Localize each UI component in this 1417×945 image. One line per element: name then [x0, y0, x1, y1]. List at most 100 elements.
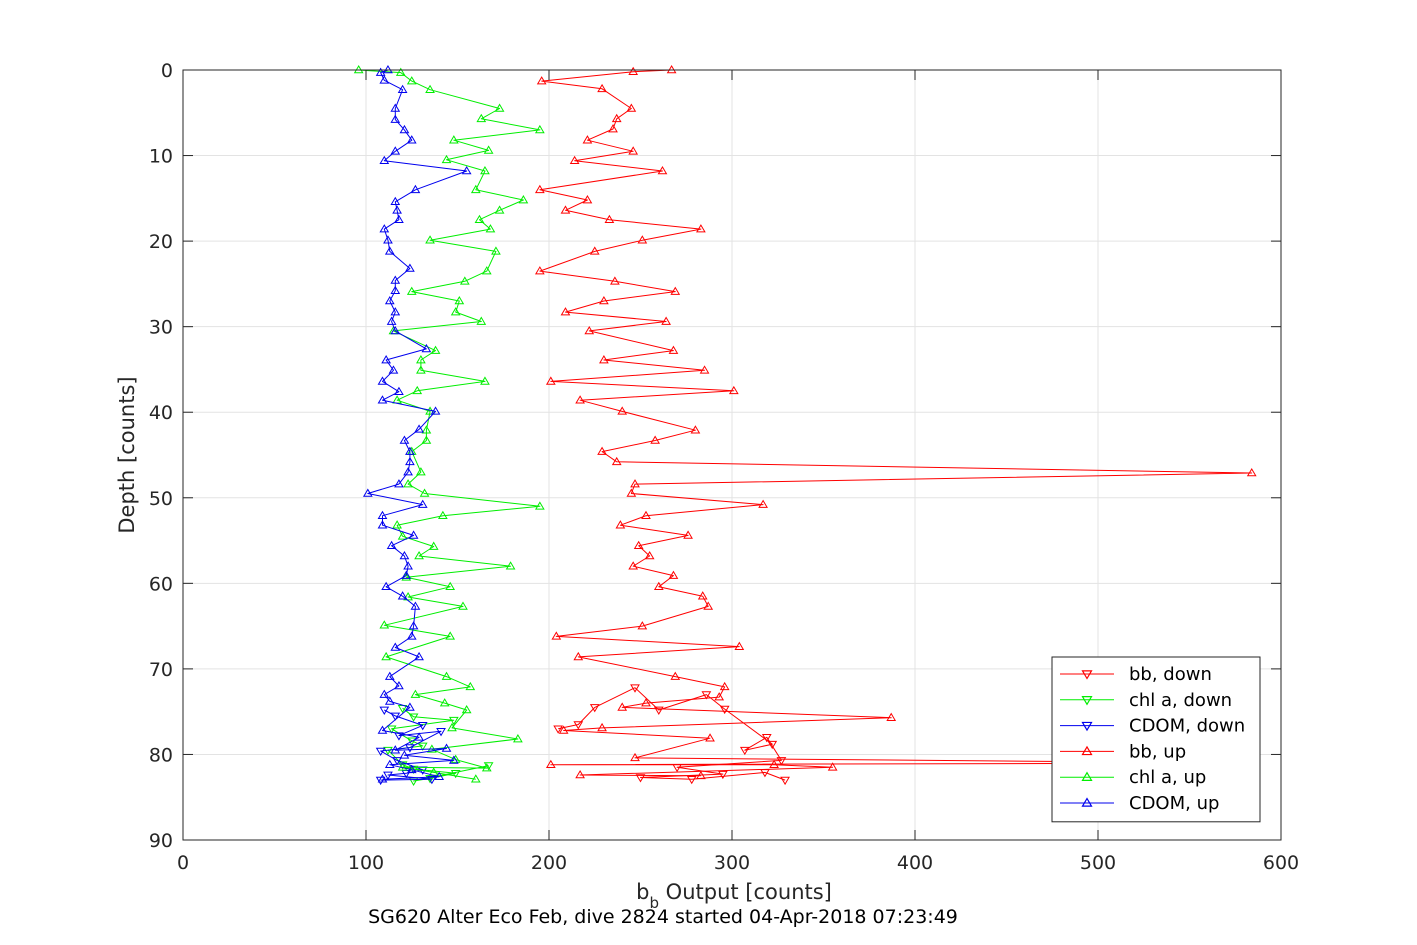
- data-point-cdom-up: [408, 530, 419, 539]
- data-point-cdom-up: [461, 165, 472, 175]
- data-point-cdom-up: [394, 479, 404, 488]
- data-point-cdom-up: [448, 755, 459, 764]
- series-bb-up: [534, 65, 1257, 780]
- data-point-bb-up: [551, 631, 562, 640]
- data-point-chl-a-down: [450, 769, 461, 779]
- data-point-cdom-up: [384, 759, 395, 769]
- data-point-chl-a-up: [450, 754, 461, 763]
- x-tick-label: 600: [1263, 852, 1299, 874]
- data-point-chl-a-up: [381, 651, 392, 661]
- data-point-cdom-up: [441, 743, 452, 752]
- data-point-cdom-up: [399, 750, 410, 759]
- data-point-bb-up: [582, 195, 593, 204]
- data-point-chl-a-up: [403, 592, 413, 601]
- data-point-chl-a-up: [534, 501, 545, 510]
- data-point-chl-a-up: [461, 704, 472, 714]
- data-point-cdom-up: [381, 355, 392, 364]
- data-point-cdom-up: [377, 376, 388, 385]
- data-point-cdom-down: [392, 757, 402, 766]
- data-point-bb-up: [661, 316, 671, 325]
- data-point-cdom-up: [381, 581, 392, 591]
- data-point-bb-up: [582, 135, 593, 144]
- legend-entry: chl a, up: [1060, 767, 1206, 788]
- data-point-bb-up: [628, 146, 639, 155]
- data-point-cdom-up: [390, 642, 401, 651]
- data-point-chl-a-down: [408, 713, 419, 722]
- x-tick-label: 200: [531, 852, 567, 874]
- data-point-chl-a-up: [414, 550, 424, 560]
- data-point-bb-down: [719, 705, 730, 715]
- y-tick-label: 30: [149, 317, 173, 339]
- data-point-chl-a-up: [430, 345, 441, 354]
- data-point-cdom-up: [390, 103, 401, 112]
- data-point-bb-up: [641, 510, 651, 520]
- data-point-bb-up: [758, 499, 768, 508]
- data-point-chl-a-up: [412, 385, 423, 395]
- data-point-bb-up: [628, 561, 639, 570]
- legend-swatch-marker: [1081, 745, 1093, 756]
- data-point-cdom-up: [375, 67, 386, 76]
- tick-labels: 0 100 200 300 400 500 600 0 10 20 30 40 50 60 70 80 90: [149, 60, 1299, 874]
- data-point-bb-up: [683, 530, 693, 539]
- data-point-chl-a-up: [416, 365, 426, 374]
- data-point-cdom-up: [410, 184, 421, 194]
- data-point-bb-up: [597, 722, 607, 732]
- data-point-chl-a-up: [491, 246, 501, 255]
- data-point-cdom-up: [430, 406, 441, 415]
- data-point-bb-up: [644, 550, 655, 560]
- x-axis-label: bb Output [counts]: [636, 880, 832, 912]
- data-point-bb-up: [569, 155, 580, 164]
- data-point-bb-up: [615, 520, 626, 529]
- data-point-bb-down: [589, 704, 600, 713]
- data-point-cdom-up: [399, 435, 410, 444]
- data-point-cdom-up: [383, 65, 393, 74]
- data-point-cdom-down: [379, 706, 390, 715]
- data-point-cdom-up: [388, 365, 399, 374]
- data-point-bb-up: [560, 307, 571, 316]
- data-point-bb-up: [617, 406, 628, 415]
- series-line-cdom-down: [380, 709, 442, 781]
- data-point-bb-up: [534, 184, 545, 194]
- data-point-cdom-up: [384, 296, 395, 305]
- series-line-bb-up: [539, 69, 1253, 777]
- data-point-chl-a-up: [392, 520, 402, 529]
- data-point-bb-down: [686, 775, 697, 785]
- legend-label: bb, down: [1129, 664, 1212, 685]
- data-point-cdom-up: [377, 520, 388, 529]
- data-point-cdom-up: [384, 246, 395, 255]
- data-point-chl-a-up: [410, 689, 421, 698]
- data-point-bb-down: [776, 757, 787, 766]
- data-point-bb-up: [633, 540, 644, 549]
- data-point-cdom-up: [414, 732, 424, 741]
- data-point-cdom-up: [377, 510, 388, 520]
- legend-entry: bb, up: [1060, 741, 1186, 762]
- data-point-chl-a-up: [416, 467, 426, 476]
- y-axis-label: Depth [counts]: [115, 376, 139, 533]
- data-point-chl-a-up: [494, 103, 505, 112]
- data-point-cdom-up: [377, 395, 388, 404]
- data-point-bb-up: [637, 621, 648, 630]
- data-point-chl-a-up: [425, 235, 435, 244]
- data-point-bb-up: [650, 435, 661, 444]
- data-point-bb-up: [597, 446, 607, 455]
- data-point-chl-a-up: [403, 479, 413, 488]
- data-point-chl-a-up: [397, 531, 408, 540]
- data-point-chl-a-down: [448, 716, 459, 726]
- data-point-chl-a-up: [470, 774, 481, 783]
- data-point-cdom-up: [406, 135, 417, 144]
- data-point-bb-up: [597, 83, 607, 93]
- data-point-chl-a-up: [445, 631, 456, 640]
- y-tick-label: 90: [149, 830, 173, 852]
- data-point-cdom-down: [436, 728, 446, 737]
- data-point-chl-a-up: [448, 135, 459, 144]
- legend-label: chl a, up: [1129, 767, 1206, 788]
- data-point-bb-up: [575, 769, 585, 779]
- data-point-cdom-up: [379, 155, 390, 164]
- data-point-chl-a-down: [417, 742, 428, 751]
- data-point-cdom-down: [375, 776, 386, 786]
- data-point-chl-a-up: [445, 581, 456, 591]
- data-point-chl-a-up: [480, 376, 490, 385]
- data-point-chl-a-up: [406, 286, 417, 295]
- y-tick-label: 60: [149, 573, 173, 595]
- legend-label: bb, up: [1129, 741, 1186, 762]
